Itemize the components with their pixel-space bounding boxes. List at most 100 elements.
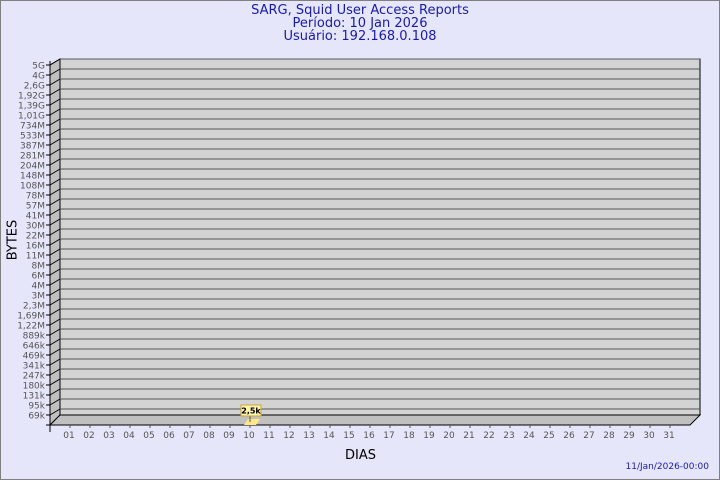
- y-tick-label: 16M: [26, 242, 45, 252]
- chart-title: SARG, Squid User Access Reports: [251, 3, 469, 18]
- y-grid-diagonal: [49, 308, 61, 316]
- y-tick-label: 30M: [26, 222, 45, 232]
- plot-floor: [48, 414, 702, 426]
- x-tick-label: 04: [123, 431, 135, 441]
- x-tick-label: 24: [523, 431, 535, 441]
- x-tick-label: 21: [463, 431, 474, 441]
- x-tick-label: 08: [203, 431, 215, 441]
- y-grid-diagonal: [49, 358, 61, 366]
- x-tick-label: 12: [283, 431, 294, 441]
- y-grid-diagonal: [49, 388, 61, 396]
- y-axis-label: BYTES: [5, 219, 21, 261]
- y-grid-diagonal: [49, 288, 61, 296]
- y-grid-diagonal: [49, 168, 61, 176]
- x-axis-label: DIAS: [345, 448, 376, 463]
- y-tick-label: 2,6G: [24, 82, 45, 92]
- y-grid-diagonal: [49, 368, 61, 376]
- y-tick-label: 1,01G: [18, 112, 45, 122]
- generated-timestamp: 11/Jan/2026-00:00: [625, 462, 709, 472]
- x-tick-label: 18: [403, 431, 415, 441]
- y-tick-label: 41M: [26, 212, 45, 222]
- y-grid-diagonal: [49, 88, 61, 96]
- x-tick-label: 26: [563, 431, 575, 441]
- y-tick-label: 180k: [23, 382, 46, 392]
- x-tick-label: 15: [343, 431, 354, 441]
- y-tick-label: 4M: [32, 282, 46, 292]
- y-grid-diagonal: [49, 208, 61, 216]
- x-tick-label: 31: [663, 431, 674, 441]
- y-tick-label: 6M: [32, 272, 46, 282]
- y-tick-label: 1,69M: [17, 312, 45, 322]
- y-grid-diagonal: [49, 278, 61, 286]
- x-tick-label: 13: [303, 431, 314, 441]
- y-grid-diagonal: [49, 328, 61, 336]
- y-tick-label: 889k: [23, 332, 46, 342]
- y-grid-diagonal: [49, 398, 61, 406]
- x-tick-label: 29: [623, 431, 635, 441]
- y-grid-diagonal: [49, 148, 61, 156]
- chart-period: Período: 10 Jan 2026: [292, 16, 428, 31]
- y-grid-diagonal: [49, 78, 61, 86]
- y-tick-label: 4G: [32, 72, 45, 82]
- y-tick-label: 5G: [32, 62, 45, 72]
- y-tick-label: 1,22M: [17, 322, 45, 332]
- y-tick-label: 69k: [28, 412, 45, 422]
- x-tick-label: 06: [163, 431, 175, 441]
- y-grid-diagonal: [49, 58, 61, 66]
- y-grid-diagonal: [49, 198, 61, 206]
- y-tick-label: 1,92G: [18, 92, 45, 102]
- x-tick-label: 03: [103, 431, 114, 441]
- x-tick-label: 30: [643, 431, 655, 441]
- x-tick-label: 27: [583, 431, 594, 441]
- x-tick-label: 22: [483, 431, 494, 441]
- y-grid-diagonal: [49, 118, 61, 126]
- x-tick-label: 05: [143, 431, 154, 441]
- y-grid-diagonal: [49, 378, 61, 386]
- x-tick-label: 07: [183, 431, 194, 441]
- y-tick-label: 2,3M: [23, 302, 45, 312]
- x-tick-label: 02: [83, 431, 94, 441]
- x-tick-label: 09: [223, 431, 235, 441]
- y-grid-diagonal: [49, 408, 61, 416]
- y-tick-label: 3M: [32, 292, 46, 302]
- y-tick-label: 281M: [20, 152, 45, 162]
- y-grid-diagonal: [49, 318, 61, 326]
- y-tick-label: 22M: [26, 232, 45, 242]
- y-grid-diagonal: [49, 338, 61, 346]
- y-grid-diagonal: [49, 248, 61, 256]
- y-grid-diagonal: [49, 238, 61, 246]
- y-tick-label: 646k: [23, 342, 46, 352]
- y-tick-label: 1,39G: [18, 102, 45, 112]
- y-tick-label: 247k: [23, 372, 46, 382]
- y-tick-label: 108M: [20, 182, 45, 192]
- x-tick-label: 17: [383, 431, 394, 441]
- x-tick-label: 19: [423, 431, 435, 441]
- y-tick-label: 95k: [28, 402, 45, 412]
- y-grid-diagonal: [49, 138, 61, 146]
- data-bar-day-10: [244, 419, 260, 425]
- y-grid-diagonal: [49, 268, 61, 276]
- y-tick-label: 11M: [26, 252, 45, 262]
- y-tick-label: 8M: [32, 262, 46, 272]
- y-grid-diagonal: [49, 218, 61, 226]
- chart-user: Usuário: 192.168.0.108: [283, 29, 437, 44]
- plot-back-wall: [59, 58, 701, 416]
- y-grid-diagonal: [49, 228, 61, 236]
- y-grid-diagonal: [49, 158, 61, 166]
- y-grid-diagonal: [49, 348, 61, 356]
- y-tick-label: 734M: [20, 122, 45, 132]
- x-tick-label: 23: [503, 431, 514, 441]
- y-grid-diagonal: [49, 178, 61, 186]
- y-grid-diagonal: [49, 68, 61, 76]
- y-grid-diagonal: [49, 258, 61, 266]
- data-label: 2,5k: [241, 407, 261, 416]
- y-grid-diagonal: [49, 98, 61, 106]
- y-tick-label: 387M: [20, 142, 45, 152]
- y-tick-label: 148M: [20, 172, 45, 182]
- y-tick-label: 78M: [26, 192, 45, 202]
- x-tick-label: 28: [603, 431, 615, 441]
- x-tick-label: 01: [63, 431, 74, 441]
- y-grid-diagonal: [49, 108, 61, 116]
- x-tick-label: 14: [323, 431, 335, 441]
